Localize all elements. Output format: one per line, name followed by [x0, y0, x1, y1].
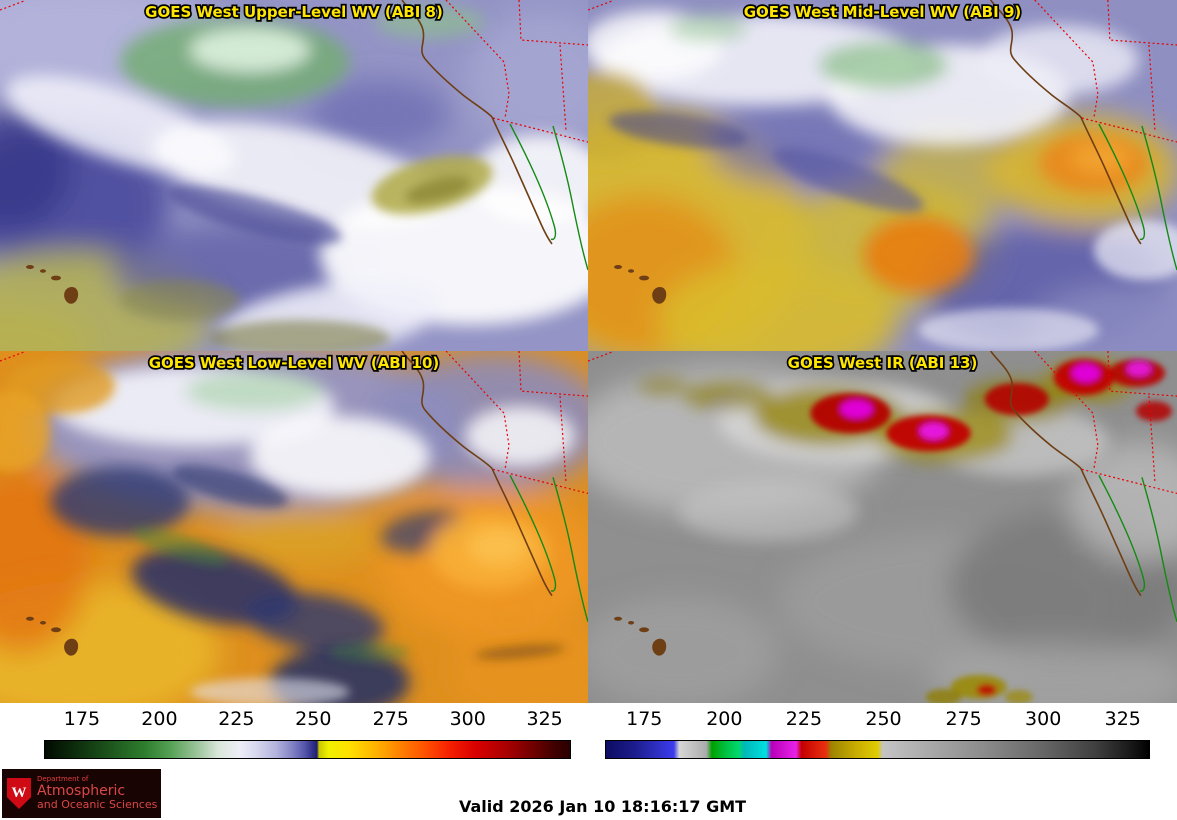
tick-label: 250 — [295, 708, 332, 730]
logo-text: Department of Atmospheric and Oceanic Sc… — [37, 776, 157, 811]
wv-colorbar — [44, 740, 571, 759]
tick-label: 250 — [865, 708, 902, 730]
tick-label: 275 — [372, 708, 409, 730]
cloud-field-broad — [588, 105, 1177, 351]
panel-abi13: GOES West IR (ABI 13) — [588, 351, 1177, 703]
abi8-wv-image: GOES West Upper-Level WV (ABI 8) — [0, 0, 588, 351]
tick-label: 300 — [1025, 708, 1062, 730]
tick-label: 275 — [945, 708, 982, 730]
tick-label: 325 — [1104, 708, 1141, 730]
cold-cloud-tops — [810, 359, 1172, 703]
tick-label: 225 — [218, 708, 255, 730]
satellite-grid: GOES West Upper-Level WV (ABI 8) — [0, 0, 1177, 703]
ir-colorbar — [605, 740, 1150, 759]
valid-time-label: Valid 2026 Jan 10 18:16:17 GMT — [458, 797, 747, 816]
tick-label: 175 — [63, 708, 101, 730]
abi10-wv-image: GOES West Low-Level WV (ABI 10) — [0, 351, 588, 703]
logo-line1: Atmospheric — [37, 782, 126, 799]
wv-colorbar-block: 175 200 225 250 275 300 325 — [44, 707, 571, 759]
panel-abi8: GOES West Upper-Level WV (ABI 8) — [0, 0, 588, 351]
tick-label: 200 — [706, 708, 743, 730]
abi13-ir-image: GOES West IR (ABI 13) — [588, 351, 1177, 703]
panel-title: GOES West Upper-Level WV (ABI 8) — [145, 3, 443, 21]
tick-label: 175 — [626, 708, 663, 730]
cloud-field-detail — [608, 111, 1177, 351]
panel-abi9: GOES West Mid-Level WV (ABI 9) — [588, 0, 1177, 351]
logo-line2: and Oceanic Sciences — [37, 797, 158, 811]
cloud-field-detail — [0, 358, 565, 703]
uw-crest-icon: W — [7, 778, 31, 809]
abi9-wv-image: GOES West Mid-Level WV (ABI 9) — [588, 0, 1177, 351]
tick-label: 200 — [141, 708, 178, 730]
logo-dept-label: Department of — [37, 775, 89, 784]
aos-department-logo: W Department of Atmospheric and Oceanic … — [2, 769, 161, 818]
panel-title: GOES West Low-Level WV (ABI 10) — [149, 354, 440, 372]
panel-title: GOES West Mid-Level WV (ABI 9) — [744, 3, 1022, 21]
ir-colorbar-ticks: 175 200 225 250 275 300 325 — [605, 707, 1150, 733]
tick-label: 325 — [526, 708, 563, 730]
wv-colorbar-ticks: 175 200 225 250 275 300 325 — [44, 707, 571, 733]
cloud-field-detail — [120, 155, 493, 351]
tick-label: 225 — [785, 708, 823, 730]
panel-title: GOES West IR (ABI 13) — [788, 354, 978, 372]
ir-colorbar-block: 175 200 225 250 275 300 325 — [605, 707, 1150, 759]
tick-label: 300 — [449, 708, 486, 730]
panel-abi10: GOES West Low-Level WV (ABI 10) — [0, 351, 588, 703]
